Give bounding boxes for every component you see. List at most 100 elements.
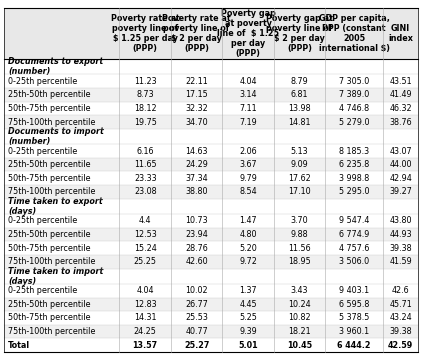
Text: 3 960.1: 3 960.1: [339, 327, 369, 336]
Text: 6 595.8: 6 595.8: [339, 300, 369, 309]
Text: 46.32: 46.32: [389, 104, 412, 113]
Text: 28.76: 28.76: [185, 244, 208, 253]
Text: 50th-75th percentile: 50th-75th percentile: [8, 104, 90, 113]
Text: 3.14: 3.14: [239, 90, 257, 99]
Text: 0-25th percentile: 0-25th percentile: [8, 77, 77, 86]
Text: 39.27: 39.27: [389, 187, 412, 196]
Bar: [4, 228, 418, 241]
Text: 2.06: 2.06: [239, 147, 257, 156]
Text: 6 235.8: 6 235.8: [339, 160, 369, 169]
Text: 13.57: 13.57: [133, 341, 158, 350]
Text: 4 746.8: 4 746.8: [339, 104, 369, 113]
Text: 44.00: 44.00: [390, 160, 412, 169]
Text: 42.60: 42.60: [185, 257, 208, 266]
Text: 9.72: 9.72: [239, 257, 257, 266]
Text: 23.94: 23.94: [185, 230, 208, 239]
Text: 41.59: 41.59: [389, 257, 412, 266]
Text: 25th-50th percentile: 25th-50th percentile: [8, 90, 90, 99]
Bar: [4, 241, 418, 255]
Text: 6 774.9: 6 774.9: [339, 230, 369, 239]
Text: 11.56: 11.56: [288, 244, 311, 253]
Text: 75th-100th percentile: 75th-100th percentile: [8, 187, 95, 196]
Text: 11.23: 11.23: [134, 77, 157, 86]
Text: 23.33: 23.33: [134, 174, 157, 183]
Bar: [4, 171, 418, 185]
Text: 1.37: 1.37: [239, 286, 257, 295]
Text: 45.71: 45.71: [389, 300, 412, 309]
Bar: [4, 59, 418, 74]
Bar: [4, 255, 418, 269]
Text: 10.73: 10.73: [185, 216, 208, 225]
Text: 75th-100th percentile: 75th-100th percentile: [8, 327, 95, 336]
Bar: [4, 199, 418, 214]
Text: 25th-50th percentile: 25th-50th percentile: [8, 160, 90, 169]
Text: 7 305.0: 7 305.0: [339, 77, 369, 86]
Bar: [4, 74, 418, 88]
Text: 11.65: 11.65: [134, 160, 157, 169]
Text: 39.38: 39.38: [389, 327, 412, 336]
Text: 40.77: 40.77: [185, 327, 208, 336]
Bar: [4, 284, 418, 297]
Text: Poverty rate at
poverty line of
$ 1.25 per day
(PPP): Poverty rate at poverty line of $ 1.25 p…: [111, 14, 179, 53]
Text: 5 295.0: 5 295.0: [339, 187, 369, 196]
Bar: [4, 115, 418, 129]
Bar: [4, 185, 418, 199]
Bar: [4, 144, 418, 158]
Text: 12.53: 12.53: [134, 230, 157, 239]
Text: 5 378.5: 5 378.5: [339, 314, 369, 323]
Text: 25.53: 25.53: [185, 314, 208, 323]
Bar: [4, 102, 418, 115]
Text: 44.93: 44.93: [389, 230, 412, 239]
Text: 25.25: 25.25: [134, 257, 157, 266]
Text: 42.94: 42.94: [389, 174, 412, 183]
Text: 13.98: 13.98: [288, 104, 311, 113]
Text: 37.34: 37.34: [185, 174, 208, 183]
Text: 9.88: 9.88: [291, 230, 308, 239]
Text: 10.45: 10.45: [287, 341, 312, 350]
Text: 7.19: 7.19: [239, 117, 257, 126]
Bar: [4, 158, 418, 171]
Bar: [4, 129, 418, 144]
Text: 7.11: 7.11: [239, 104, 257, 113]
Text: 6.16: 6.16: [136, 147, 154, 156]
Text: 9 403.1: 9 403.1: [339, 286, 369, 295]
Text: 32.32: 32.32: [185, 104, 208, 113]
Text: 10.02: 10.02: [185, 286, 208, 295]
Text: 75th-100th percentile: 75th-100th percentile: [8, 257, 95, 266]
Text: 10.82: 10.82: [288, 314, 311, 323]
Text: 24.29: 24.29: [185, 160, 208, 169]
Text: 17.15: 17.15: [185, 90, 208, 99]
Text: 5.13: 5.13: [291, 147, 308, 156]
Text: 50th-75th percentile: 50th-75th percentile: [8, 244, 90, 253]
Text: 3.43: 3.43: [291, 286, 308, 295]
Text: 10.24: 10.24: [288, 300, 311, 309]
Text: 12.83: 12.83: [134, 300, 157, 309]
Text: 19.75: 19.75: [134, 117, 157, 126]
Text: Poverty gap at
poverty line of
$ 2 per day
(PPP): Poverty gap at poverty line of $ 2 per d…: [266, 14, 333, 53]
Text: 1.47: 1.47: [239, 216, 257, 225]
Text: 7 389.0: 7 389.0: [339, 90, 369, 99]
Text: 43.51: 43.51: [389, 77, 412, 86]
Text: 15.24: 15.24: [134, 244, 157, 253]
Text: 3 998.8: 3 998.8: [339, 174, 369, 183]
Text: GDP per capita,
PPP (constant
2005
international $): GDP per capita, PPP (constant 2005 inter…: [319, 14, 390, 53]
Text: 38.76: 38.76: [389, 117, 412, 126]
Text: 4.45: 4.45: [239, 300, 257, 309]
Text: 14.63: 14.63: [185, 147, 208, 156]
Text: 14.81: 14.81: [288, 117, 311, 126]
Text: 50th-75th percentile: 50th-75th percentile: [8, 314, 90, 323]
Text: Total: Total: [8, 341, 30, 350]
Text: 42.6: 42.6: [392, 286, 409, 295]
Text: Documents to import
(number): Documents to import (number): [8, 127, 104, 146]
Text: 5 279.0: 5 279.0: [339, 117, 369, 126]
Bar: [4, 269, 418, 284]
Text: 24.25: 24.25: [134, 327, 157, 336]
Bar: [4, 88, 418, 102]
Text: 39.38: 39.38: [389, 244, 412, 253]
Text: 4 757.6: 4 757.6: [339, 244, 369, 253]
Text: 4.4: 4.4: [139, 216, 151, 225]
Text: Time taken to export
(days): Time taken to export (days): [8, 197, 103, 216]
Text: 50th-75th percentile: 50th-75th percentile: [8, 174, 90, 183]
Text: 43.80: 43.80: [390, 216, 412, 225]
Bar: [4, 338, 418, 352]
